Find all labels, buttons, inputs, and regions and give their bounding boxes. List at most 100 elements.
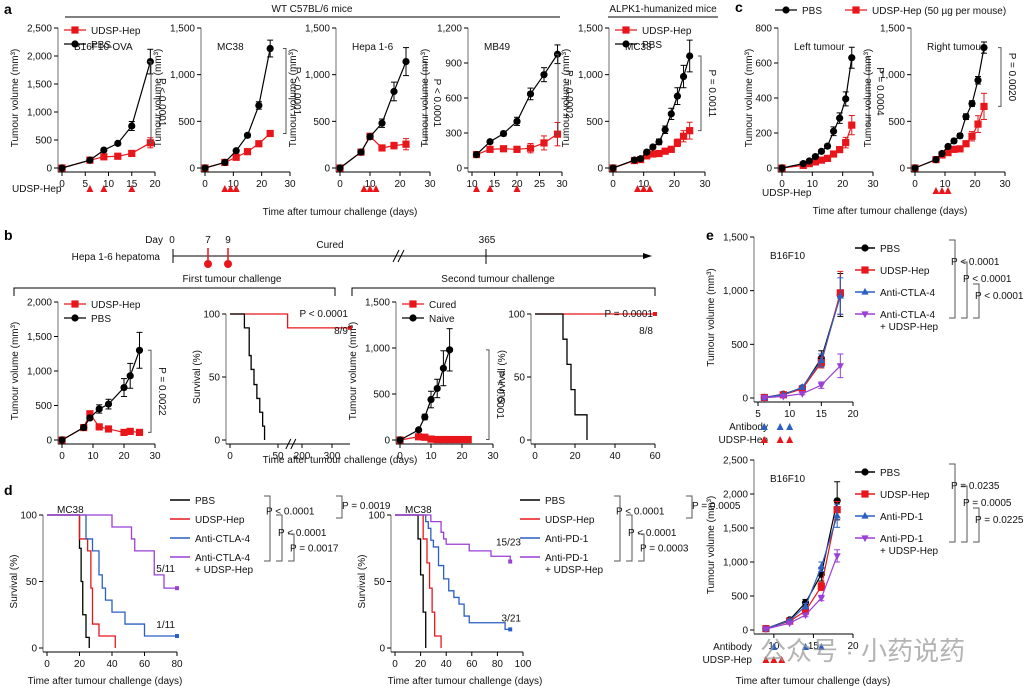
x-tick-label: 10 (466, 179, 478, 190)
p-value-bracket (973, 283, 980, 319)
y-tick-label: 1,000 (27, 367, 52, 378)
y-tick-label: 0 (899, 164, 905, 175)
legend-label: Cured (429, 300, 456, 311)
survival-curve (47, 514, 177, 589)
survival-curve (47, 514, 177, 637)
y-tick-label: 0 (31, 644, 37, 655)
udsp-dose-marker (776, 436, 784, 443)
data-point (968, 132, 976, 140)
data-point (836, 146, 844, 154)
timeline-cured: Cured (316, 240, 343, 251)
data-point (128, 149, 136, 158)
data-point (390, 142, 398, 150)
legend-label: PBS (195, 496, 215, 507)
wt-group-label: WT C57BL/6 mice (272, 4, 353, 15)
udsp-dose-marker (760, 436, 768, 443)
udsp-dose-marker (786, 436, 794, 443)
x-tick-label: 15 (126, 179, 138, 190)
x-tick-label: 20 (837, 179, 849, 190)
data-point (679, 132, 688, 140)
survival-curve (230, 313, 350, 329)
legend-item: UDSP-Hep (855, 266, 930, 277)
data-point (836, 363, 844, 370)
data-point (762, 626, 770, 634)
data-point (817, 562, 825, 570)
chart-d1: 0 50 100 0 20 40 60 80 Survival (%) MC38 5/11 1/11 P… (9, 495, 391, 670)
legend-item: UDSP-Hep (615, 26, 692, 37)
y-tick-label: 600 (445, 94, 462, 105)
series-pbs (472, 44, 562, 159)
udsp-dose-marker (227, 185, 234, 192)
axis-break (290, 438, 297, 450)
y-tick-label: 0 (324, 164, 330, 175)
data-point (452, 435, 460, 444)
chart-a2: 0 500 1,000 1,500 0 10 20 30 Tumour volume (mm³)… (153, 24, 302, 192)
data-point (526, 90, 535, 98)
udsp-dose-marker (938, 187, 946, 194)
data-point (817, 147, 826, 155)
p-value-bracket (961, 261, 968, 319)
y-tick-label: 0 (214, 436, 220, 447)
series-line (764, 294, 841, 399)
survival-curve (395, 514, 511, 631)
series-pbs (201, 39, 274, 172)
p-value: P = 0.0005 (692, 501, 741, 512)
legend-marker (622, 26, 630, 34)
chart-title: MC38 (57, 505, 84, 516)
survival-fraction: 8/8 (639, 326, 653, 337)
legend-item: PBS (64, 40, 111, 51)
x-tick-label: 10 (228, 179, 240, 190)
p-value-bracket (698, 55, 702, 132)
y-tick-label: 1,000 (880, 70, 905, 81)
udsp-dose-marker (473, 185, 480, 192)
data-point (255, 140, 263, 148)
y-axis-label: Survival (%) (357, 555, 368, 609)
legend-item: Anti-CTLA-4+ UDSP-Hep (855, 310, 939, 333)
p-value: P < 0.0001 (616, 507, 665, 518)
p-value-bracket (264, 495, 271, 562)
censor-mark (175, 586, 179, 591)
series-line (764, 295, 841, 399)
p-value-bracket (288, 533, 295, 562)
y-tick-label: 500 (731, 592, 748, 603)
data-point (836, 291, 844, 299)
data-point (104, 400, 113, 408)
x-tick-label: 0 (337, 179, 343, 190)
data-point (801, 607, 810, 615)
series-cured (396, 433, 472, 444)
y-tick-label: 600 (755, 59, 772, 70)
data-point (811, 153, 819, 161)
udsp-row-label-a: UDSP-Hep (12, 184, 62, 195)
p-value-bracket (336, 495, 343, 519)
data-point (911, 164, 919, 172)
legend-label: Anti-PD-1 (545, 534, 589, 545)
y-tick-label: 1,500 (365, 298, 390, 309)
data-point (817, 582, 825, 591)
data-point (950, 145, 958, 153)
legend-label: + UDSP-Hep (545, 565, 604, 576)
y-axis-label: Tumour volume (mm³) (10, 322, 21, 421)
data-point (243, 131, 252, 139)
chart-c2: 0 500 1,000 1,500 0 10 20 30 Tumour volume (mm³)… (863, 24, 1017, 194)
chart-b4: 0 50 100 0 20 40 60 Survival (%) P = 0.0001 8/8 (497, 309, 661, 462)
x-tick-label: 0 (59, 179, 65, 190)
legend-label: Anti-CTLA-4 (195, 553, 250, 564)
data-point (760, 395, 768, 402)
data-point (962, 140, 970, 148)
y-axis-label: Tumour volume (mm³) (348, 322, 359, 421)
legend-label: UDSP-Hep (642, 26, 692, 37)
p-value-bracket (555, 53, 559, 135)
series-line (339, 61, 407, 169)
data-point (439, 364, 447, 372)
p-value-bracket (949, 463, 956, 543)
second-challenge-label: Second tumour challenge (441, 274, 555, 285)
data-point (836, 114, 844, 122)
series-anti-ctla-4-udsp-hep (47, 514, 179, 591)
p-value: P < 0.0001 (628, 528, 677, 539)
data-point (232, 147, 240, 155)
survival-curve (47, 514, 90, 648)
y-tick-label: 300 (445, 129, 462, 140)
y-tick-label: 800 (755, 24, 772, 35)
data-point (661, 126, 669, 134)
data-point (201, 164, 209, 172)
